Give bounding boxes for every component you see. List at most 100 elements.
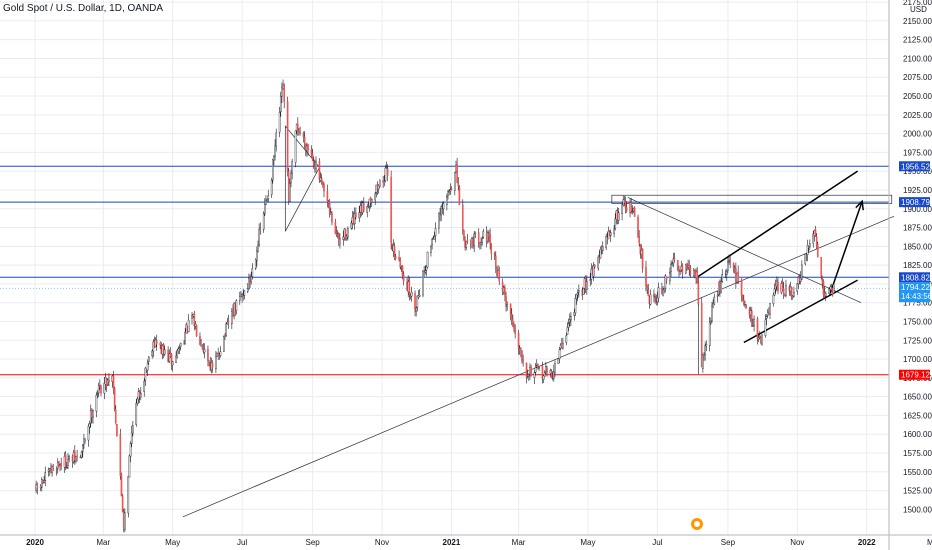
channel-line[interactable] [743, 279, 858, 344]
candle-body [708, 321, 711, 346]
candle-body [399, 258, 402, 268]
y-tick-label: 2150.000 [903, 17, 932, 26]
candle-body [713, 296, 716, 305]
candle-body [235, 300, 238, 311]
candle-body [187, 319, 190, 333]
candle-body [525, 362, 528, 378]
candle-body [688, 265, 691, 270]
y-tick-label: 1925.000 [903, 186, 932, 195]
candle-body [576, 292, 579, 296]
y-tick-label: 1650.000 [903, 393, 932, 402]
candle-body [58, 461, 60, 467]
candle-body [625, 207, 628, 212]
candle-body [566, 326, 569, 335]
candle-body [793, 291, 795, 297]
candle-body [575, 293, 578, 299]
candle-body [358, 212, 361, 219]
candle-body [426, 251, 429, 268]
candle-body [733, 267, 736, 270]
candle-body [543, 372, 546, 377]
candle-body [773, 288, 776, 296]
candle-body [781, 282, 784, 290]
candle-body [112, 375, 115, 390]
candle-body [505, 295, 507, 307]
candle-body [289, 183, 291, 202]
candle-body [41, 479, 43, 488]
y-tick-label: 1550.000 [903, 468, 932, 477]
candle-body [448, 190, 450, 193]
candle-body [528, 374, 530, 377]
candle-body [490, 244, 493, 254]
candle-body [689, 268, 692, 275]
candle-body [92, 410, 94, 418]
candle-body [624, 201, 627, 208]
candle-body [586, 281, 588, 290]
candle-body [415, 307, 417, 312]
candle-body [710, 321, 712, 324]
candle-body [146, 362, 149, 371]
candle-body [672, 258, 675, 265]
candle-body [821, 275, 824, 284]
candle-body [520, 347, 522, 351]
triangle-pattern[interactable] [284, 125, 320, 232]
price-axis[interactable]: 1500.000 1525.000 1550.000 1575.000 1600.000… [888, 0, 932, 550]
candle-body [374, 193, 376, 201]
candle-body [637, 216, 639, 238]
candle-body [326, 190, 329, 203]
candle-body [562, 343, 564, 349]
candle-body [481, 238, 483, 244]
y-tick-label: 1900.000 [903, 205, 932, 214]
candle-body [393, 246, 396, 257]
candle-body [514, 328, 516, 334]
candle-body [402, 274, 405, 282]
candle-body [303, 136, 306, 143]
candle-body [498, 270, 501, 282]
candle-body [557, 358, 560, 364]
candle-body [761, 334, 763, 345]
candle-body [474, 232, 477, 234]
zone-rectangle[interactable] [611, 194, 893, 204]
currency-label: USD [910, 5, 927, 14]
candle-body [128, 455, 131, 478]
candle-body [641, 248, 644, 269]
candle-body [350, 222, 353, 229]
candle-body [670, 264, 672, 272]
y-tick-label: 1575.000 [903, 449, 932, 458]
candle-body [84, 439, 86, 442]
candle-body [310, 149, 313, 155]
candle-body [495, 255, 497, 268]
candle-body [270, 180, 273, 195]
candle-body [509, 303, 512, 316]
candle-body [162, 343, 165, 354]
candle-body [751, 310, 753, 326]
time-axis[interactable]: 2020 Mar May Jul Sep Nov 2021 Mar May Jul Sep Nov 20… [0, 534, 932, 547]
candle-body [151, 350, 153, 357]
candle-body [140, 392, 142, 398]
candle-body [414, 292, 416, 311]
candle-body [753, 318, 755, 326]
candle-body [168, 353, 171, 362]
projection-arrow[interactable] [829, 200, 863, 294]
candle-body [273, 156, 275, 161]
candle-body [250, 276, 252, 283]
candle-body [533, 372, 536, 378]
channel-line[interactable] [697, 170, 859, 278]
candle-body [320, 178, 323, 182]
candle-body [334, 222, 337, 234]
candle-body [278, 112, 281, 133]
candle-body [318, 161, 321, 180]
candle-body [440, 206, 442, 216]
candle-body [251, 268, 254, 277]
candle-body [711, 305, 713, 321]
candle-body [283, 84, 285, 102]
candle-body [279, 95, 282, 113]
level-price-label: 1679.129 [901, 371, 932, 380]
candle-body [645, 266, 647, 287]
candle-body [679, 270, 681, 272]
candle-body [745, 305, 747, 309]
candle-body [299, 131, 301, 134]
candle-body [199, 335, 201, 345]
candle-body [239, 296, 241, 301]
